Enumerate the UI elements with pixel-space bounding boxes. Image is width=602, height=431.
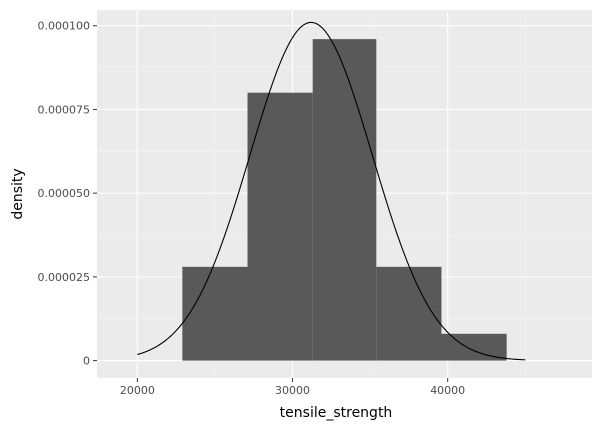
y-tick-label: 0.000075 — [38, 103, 91, 116]
histogram-bar — [376, 266, 442, 361]
x-axis: 20000 30000 40000 — [120, 378, 465, 397]
y-tick-label: 0.000100 — [38, 20, 91, 33]
x-tick-label: 30000 — [275, 384, 310, 397]
y-tick-label: 0 — [83, 355, 90, 368]
x-tick-label: 20000 — [120, 384, 155, 397]
y-axis: 0 0.000025 0.000050 0.000075 0.000100 — [38, 20, 97, 368]
histogram-bar — [312, 39, 377, 361]
y-tick-label: 0.000050 — [38, 187, 91, 200]
histogram-bar — [441, 333, 507, 361]
x-axis-title: tensile_strength — [280, 405, 393, 421]
y-axis-title: density — [10, 168, 26, 219]
histogram-bar — [247, 92, 313, 361]
histogram-bars — [182, 39, 507, 361]
density-curve — [137, 21, 526, 361]
x-tick-label: 40000 — [430, 384, 465, 397]
y-tick-label: 0.000025 — [38, 271, 91, 284]
histogram-bar — [182, 266, 248, 361]
